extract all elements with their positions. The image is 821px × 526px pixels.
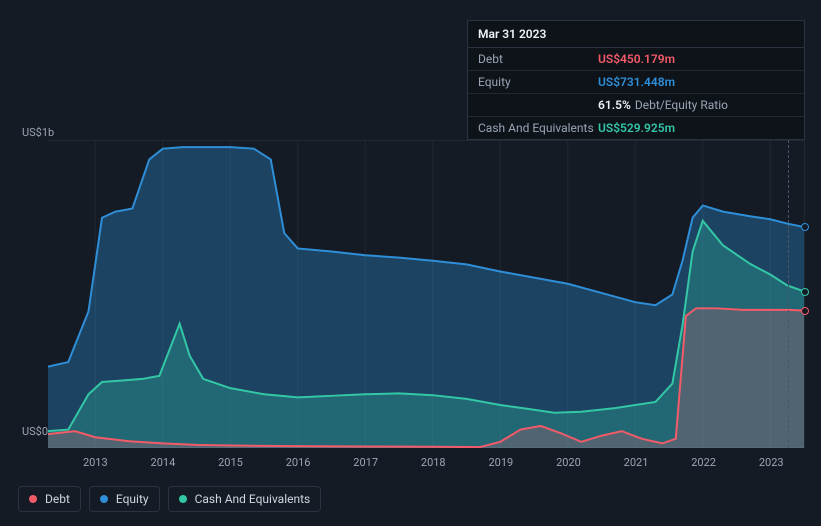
x-axis-label: 2014 bbox=[151, 456, 176, 469]
tooltip-row: 61.5%Debt/Equity Ratio bbox=[468, 94, 804, 117]
legend-item-debt[interactable]: Debt bbox=[18, 486, 81, 512]
x-axis-label: 2015 bbox=[218, 456, 243, 469]
x-axis-label: 2023 bbox=[759, 456, 784, 469]
cursor-line bbox=[788, 140, 789, 448]
legend-item-label: Equity bbox=[116, 492, 149, 506]
tooltip-date: Mar 31 2023 bbox=[468, 21, 804, 48]
x-axis-label: 2017 bbox=[353, 456, 378, 469]
tooltip-row-label: Debt bbox=[478, 52, 598, 66]
legend-dot-icon bbox=[29, 495, 37, 503]
x-axis-label: 2013 bbox=[83, 456, 108, 469]
x-axis-label: 2016 bbox=[286, 456, 311, 469]
series-end-marker bbox=[801, 288, 809, 296]
legend-item-equity[interactable]: Equity bbox=[89, 486, 160, 512]
x-axis-label: 2020 bbox=[556, 456, 581, 469]
tooltip-row-label: Cash And Equivalents bbox=[478, 121, 598, 135]
chart-svg bbox=[48, 141, 804, 448]
legend-dot-icon bbox=[179, 495, 187, 503]
series-end-marker bbox=[801, 223, 809, 231]
series-end-marker bbox=[801, 307, 809, 315]
tooltip-panel: Mar 31 2023 DebtUS$450.179mEquityUS$731.… bbox=[467, 20, 805, 140]
chart-plot-area[interactable] bbox=[48, 140, 805, 448]
tooltip-row: Cash And EquivalentsUS$529.925m bbox=[468, 117, 804, 139]
x-axis-label: 2018 bbox=[421, 456, 446, 469]
legend-item-cash-and-equivalents[interactable]: Cash And Equivalents bbox=[168, 486, 322, 512]
tooltip-row-value: US$450.179m bbox=[598, 52, 675, 66]
tooltip-row: EquityUS$731.448m bbox=[468, 71, 804, 94]
legend-item-label: Debt bbox=[45, 492, 70, 506]
x-axis-label: 2022 bbox=[691, 456, 716, 469]
y-axis-label: US$1b bbox=[22, 126, 54, 139]
tooltip-row-sublabel: Debt/Equity Ratio bbox=[635, 98, 728, 112]
legend-item-label: Cash And Equivalents bbox=[195, 492, 311, 506]
tooltip-row-label bbox=[478, 98, 598, 112]
tooltip-row: DebtUS$450.179m bbox=[468, 48, 804, 71]
x-axis-label: 2021 bbox=[624, 456, 649, 469]
tooltip-row-value: US$529.925m bbox=[598, 121, 675, 135]
tooltip-row-value: US$731.448m bbox=[598, 75, 675, 89]
legend-dot-icon bbox=[100, 495, 108, 503]
x-axis-label: 2019 bbox=[488, 456, 513, 469]
y-axis-label: US$0 bbox=[22, 425, 48, 438]
x-axis-labels: 2013 2014 2015 2016 2017 2018 2019 2020 2021 2022… bbox=[48, 456, 805, 470]
tooltip-row-value: 61.5%Debt/Equity Ratio bbox=[598, 98, 728, 112]
legend: Debt Equity Cash And Equivalents bbox=[18, 486, 321, 512]
tooltip-row-label: Equity bbox=[478, 75, 598, 89]
